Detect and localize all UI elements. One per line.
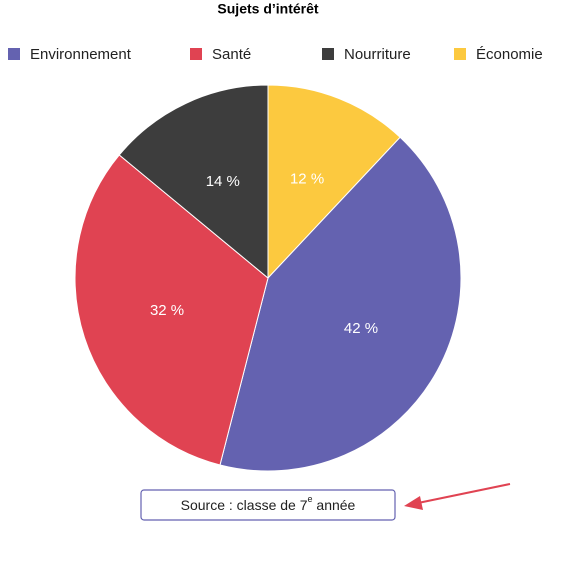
pie: 12 % 42 % 32 % 14 % [74, 84, 462, 472]
pie-slice [219, 136, 462, 472]
slice-label: 42 % [344, 320, 378, 337]
legend-label: Santé [212, 46, 251, 63]
pie-slice [267, 84, 401, 280]
pie-slice [118, 84, 269, 280]
source-superscript: e [308, 494, 313, 504]
source-box [140, 489, 396, 521]
slice-label: 14 % [206, 173, 240, 190]
arrow-line [417, 483, 511, 504]
legend: Environnement Santé Nourriture Économie [8, 46, 543, 63]
legend-swatch [190, 48, 202, 60]
legend-swatch [8, 48, 20, 60]
legend-label: Environnement [30, 46, 132, 63]
legend-label: Économie [476, 46, 543, 63]
pie-slice [74, 154, 269, 466]
arrow-head [404, 496, 423, 510]
slice-label: 32 % [150, 302, 184, 319]
chart-title: Sujets d’intérêt [217, 1, 318, 17]
source-main: Source : classe de 7 [181, 497, 308, 513]
slice-label: 12 % [290, 170, 324, 187]
legend-swatch [454, 48, 466, 60]
legend-label: Nourriture [344, 46, 411, 63]
legend-swatch [322, 48, 334, 60]
source-text: Source : classe de 7e année [181, 494, 356, 512]
source-after: année [313, 497, 356, 513]
